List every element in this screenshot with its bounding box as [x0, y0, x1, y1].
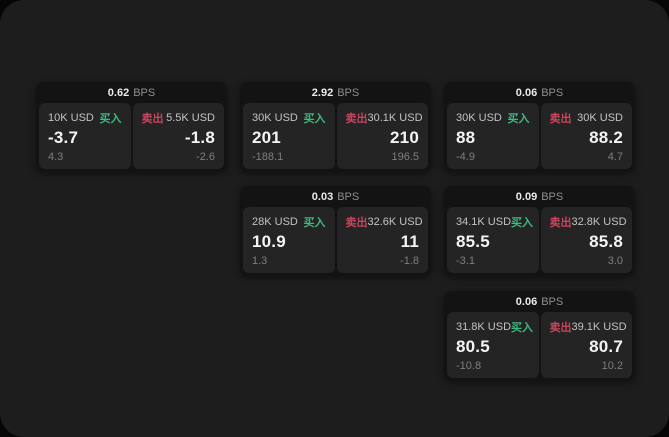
bps-unit-label: BPS: [337, 86, 360, 99]
bps-value: 0.09: [515, 190, 538, 203]
buy-amount-label: 30K USD: [456, 112, 502, 124]
buy-amount-label: 10K USD: [48, 112, 94, 124]
buy-side-label: 买入: [511, 322, 534, 334]
bps-unit-label: BPS: [541, 190, 564, 203]
sell-panel[interactable]: 卖出 32.8K USD 85.8 3.0: [540, 207, 632, 273]
bps-unit-label: BPS: [133, 86, 156, 99]
bps-value: 0.03: [311, 190, 334, 203]
buy-delta: 1.3: [252, 255, 268, 267]
sell-price: 11: [400, 232, 419, 251]
sell-amount-label: 39.1K USD: [571, 321, 627, 333]
buy-panel[interactable]: 10K USD 买入 -3.7 4.3: [39, 103, 131, 169]
quote-panels: 30K USD 买入 201 -188.1 卖出 30.1K USD 210 1…: [240, 103, 431, 172]
sell-price: 80.7: [589, 337, 623, 356]
sell-price: 85.8: [589, 232, 623, 251]
sell-side-label: 卖出: [549, 113, 572, 125]
card-header: 0.06 BPS: [444, 82, 635, 103]
bps-unit-label: BPS: [337, 190, 360, 203]
sell-delta: 4.7: [607, 151, 623, 163]
buy-delta: -10.8: [456, 360, 482, 372]
sell-delta: 196.5: [391, 151, 419, 163]
bps-value: 0.62: [107, 86, 130, 99]
sell-delta: -2.6: [196, 151, 215, 163]
bps-value: 0.06: [515, 86, 538, 99]
buy-amount-label: 31.8K USD: [456, 321, 512, 333]
buy-price: 80.5: [456, 337, 490, 356]
buy-panel[interactable]: 31.8K USD 买入 80.5 -10.8: [447, 312, 539, 378]
card-header: 0.09 BPS: [444, 186, 635, 207]
bps-unit-label: BPS: [541, 86, 564, 99]
quote-card: 0.62 BPS 10K USD 买入 -3.7 4.3 卖出 5.5K USD…: [36, 82, 227, 172]
buy-price: 201: [252, 128, 281, 147]
buy-delta: 4.3: [48, 151, 64, 163]
sell-delta: 3.0: [607, 255, 623, 267]
card-header: 0.06 BPS: [444, 291, 635, 312]
sell-panel[interactable]: 卖出 30.1K USD 210 196.5: [336, 103, 428, 169]
buy-panel[interactable]: 30K USD 买入 201 -188.1: [243, 103, 335, 169]
sell-panel[interactable]: 卖出 5.5K USD -1.8 -2.6: [132, 103, 224, 169]
buy-panel[interactable]: 34.1K USD 买入 85.5 -3.1: [447, 207, 539, 273]
buy-side-label: 买入: [303, 217, 326, 229]
quote-card: 0.06 BPS 31.8K USD 买入 80.5 -10.8 卖出 39.1…: [444, 291, 635, 381]
buy-price: 88: [456, 128, 476, 147]
bps-value: 2.92: [311, 86, 334, 99]
buy-side-label: 买入: [99, 113, 122, 125]
buy-amount-label: 30K USD: [252, 112, 298, 124]
buy-amount-label: 28K USD: [252, 216, 298, 228]
sell-delta: 10.2: [601, 360, 623, 372]
buy-side-label: 买入: [511, 217, 534, 229]
buy-price: -3.7: [48, 128, 79, 147]
sell-amount-label: 30.1K USD: [367, 112, 423, 124]
card-header: 0.03 BPS: [240, 186, 431, 207]
buy-panel[interactable]: 30K USD 买入 88 -4.9: [447, 103, 539, 169]
sell-panel[interactable]: 卖出 39.1K USD 80.7 10.2: [540, 312, 632, 378]
sell-panel[interactable]: 卖出 30K USD 88.2 4.7: [540, 103, 632, 169]
sell-price: 88.2: [589, 128, 623, 147]
bps-unit-label: BPS: [541, 295, 564, 308]
sell-price: -1.8: [184, 128, 215, 147]
sell-panel[interactable]: 卖出 32.6K USD 11 -1.8: [336, 207, 428, 273]
buy-price: 85.5: [456, 232, 490, 251]
sell-amount-label: 30K USD: [577, 112, 623, 124]
quote-card: 2.92 BPS 30K USD 买入 201 -188.1 卖出 30.1K …: [240, 82, 431, 172]
buy-price: 10.9: [252, 232, 286, 251]
quote-panels: 28K USD 买入 10.9 1.3 卖出 32.6K USD 11 -1.8: [240, 207, 431, 276]
bps-value: 0.06: [515, 295, 538, 308]
sell-side-label: 卖出: [345, 113, 368, 125]
card-header: 2.92 BPS: [240, 82, 431, 103]
sell-side-label: 卖出: [549, 322, 572, 334]
quote-card: 0.06 BPS 30K USD 买入 88 -4.9 卖出 30K USD 8…: [444, 82, 635, 172]
sell-amount-label: 32.6K USD: [367, 216, 423, 228]
sell-amount-label: 32.8K USD: [571, 216, 627, 228]
sell-price: 210: [390, 128, 419, 147]
buy-amount-label: 34.1K USD: [456, 216, 512, 228]
buy-side-label: 买入: [303, 113, 326, 125]
quote-panels: 30K USD 买入 88 -4.9 卖出 30K USD 88.2 4.7: [444, 103, 635, 172]
quote-card: 0.03 BPS 28K USD 买入 10.9 1.3 卖出 32.6K US…: [240, 186, 431, 276]
buy-delta: -3.1: [456, 255, 475, 267]
sell-side-label: 卖出: [549, 217, 572, 229]
quote-panels: 10K USD 买入 -3.7 4.3 卖出 5.5K USD -1.8 -2.…: [36, 103, 227, 172]
quote-card: 0.09 BPS 34.1K USD 买入 85.5 -3.1 卖出 32.8K…: [444, 186, 635, 276]
sell-side-label: 卖出: [141, 113, 164, 125]
buy-panel[interactable]: 28K USD 买入 10.9 1.3: [243, 207, 335, 273]
sell-delta: -1.8: [400, 255, 419, 267]
quote-panels: 34.1K USD 买入 85.5 -3.1 卖出 32.8K USD 85.8…: [444, 207, 635, 276]
buy-side-label: 买入: [507, 113, 530, 125]
buy-delta: -188.1: [252, 151, 284, 163]
sell-side-label: 卖出: [345, 217, 368, 229]
card-header: 0.62 BPS: [36, 82, 227, 103]
buy-delta: -4.9: [456, 151, 475, 163]
quote-panels: 31.8K USD 买入 80.5 -10.8 卖出 39.1K USD 80.…: [444, 312, 635, 381]
sell-amount-label: 5.5K USD: [166, 112, 215, 124]
